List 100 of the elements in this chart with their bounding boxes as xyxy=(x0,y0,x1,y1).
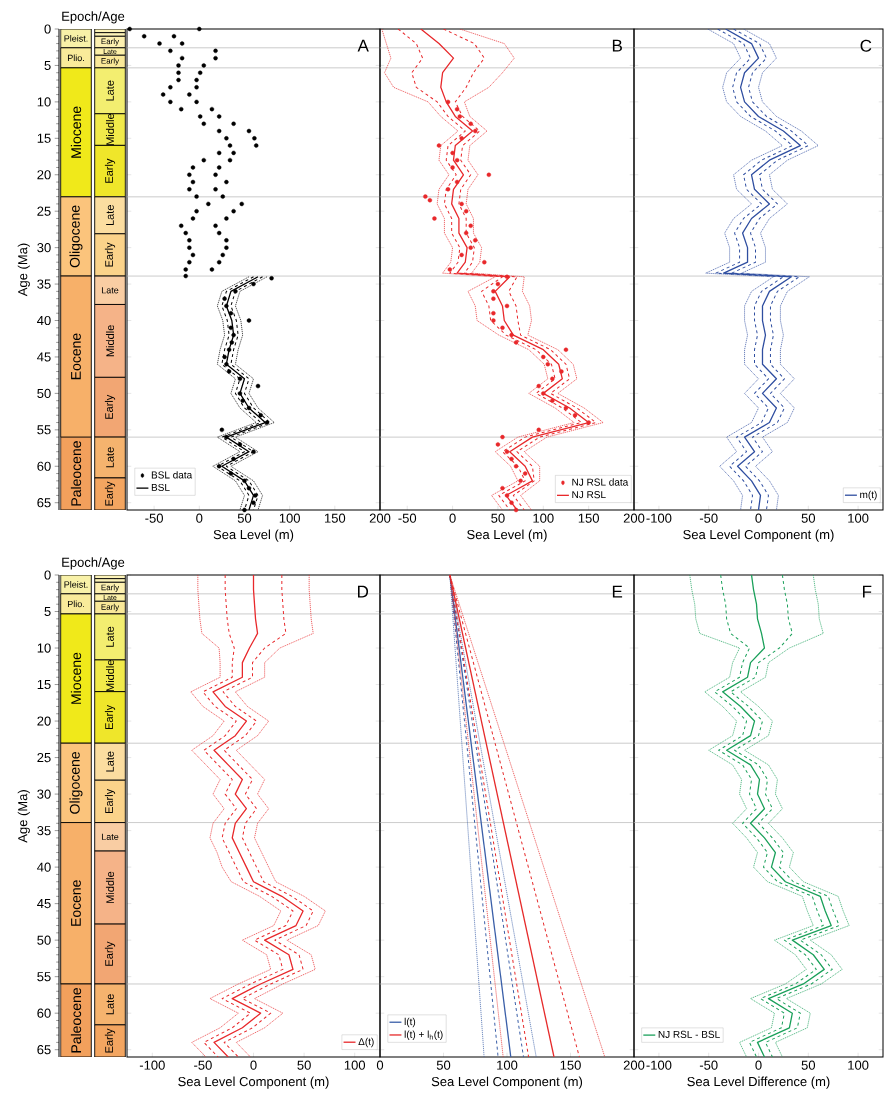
series-label: Late xyxy=(106,994,114,1015)
y-tick-label: 30 xyxy=(37,243,51,253)
y-tick-label: 60 xyxy=(37,1008,51,1018)
x-tick-label: 150 xyxy=(324,513,346,523)
series-label: Late xyxy=(106,205,114,226)
series-label: Miocene xyxy=(70,652,82,704)
x-tick-label: 200 xyxy=(623,513,645,523)
y-tick-label: 55 xyxy=(37,425,51,435)
x-axis-title: Sea Level Component (m) xyxy=(431,1076,583,1089)
series-label: Miocene xyxy=(70,106,82,158)
annotation: F xyxy=(863,585,872,598)
x-tick-label: 200 xyxy=(369,513,391,523)
series-label: Eocene xyxy=(71,880,81,926)
annotation: D xyxy=(358,585,369,598)
x-tick-label: 100 xyxy=(533,513,554,523)
legend-label: l(t) + l$_{h}$(t) xyxy=(404,1030,443,1040)
annotation: A xyxy=(357,39,369,52)
series-label: Late xyxy=(106,80,114,101)
legend-label: BSL data xyxy=(151,471,193,479)
x-tick-label: 100 xyxy=(279,513,300,523)
y-tick-label: 25 xyxy=(37,206,51,216)
series-label: Early xyxy=(101,38,120,46)
x-tick-label: 0 xyxy=(755,1060,762,1070)
series-label: Oligocene xyxy=(69,751,83,814)
series-label: Late xyxy=(106,447,114,468)
x-tick-label: -50 xyxy=(145,513,163,523)
legend-label: NJ RSL data xyxy=(572,478,629,486)
series-label: Late xyxy=(106,626,114,647)
series-label: Middle xyxy=(105,660,115,692)
series-label: Paleocene xyxy=(70,441,82,506)
series-label: Early xyxy=(104,788,116,814)
x-tick-label: -50 xyxy=(398,513,417,523)
legend-label: NJ RSL xyxy=(572,491,606,499)
annotation: E xyxy=(612,585,623,598)
series-label: Paleocene xyxy=(70,988,82,1053)
x-tick-label: -50 xyxy=(699,1060,718,1070)
y-tick-label: 15 xyxy=(37,680,51,690)
series-label: Late xyxy=(106,751,114,772)
series-label: Middle xyxy=(105,871,115,903)
x-tick-label: -50 xyxy=(194,1060,212,1070)
y-tick-label: 10 xyxy=(37,643,51,653)
x-tick-label: 100 xyxy=(848,513,869,523)
series-label: Early xyxy=(104,1028,116,1053)
x-tick-label: -100 xyxy=(646,1060,672,1070)
x-tick-label: 50 xyxy=(801,1060,816,1070)
y-tick-label: 50 xyxy=(37,935,51,945)
chart-title: Epoch/Age xyxy=(62,557,125,570)
x-axis-title: Sea Level (m) xyxy=(213,529,294,542)
y-tick-label: 5 xyxy=(44,606,51,617)
y-tick-label: 35 xyxy=(37,279,51,289)
series-label: Early xyxy=(101,584,120,592)
y-axis-title: Age (Ma) xyxy=(17,243,30,297)
series-label: Plio. xyxy=(67,54,84,62)
legend-label: l(t) xyxy=(404,1017,416,1028)
y-tick-label: 0 xyxy=(44,570,51,580)
y-tick-label: 45 xyxy=(37,352,51,362)
legend-label: Δ(t) xyxy=(358,1037,374,1048)
annotation: C xyxy=(860,39,872,52)
x-tick-label: 100 xyxy=(848,1060,869,1070)
y-tick-label: 5 xyxy=(44,60,51,70)
legend-label: m(t) xyxy=(860,490,877,501)
x-axis-title: Sea Level Difference (m) xyxy=(687,1076,830,1089)
series-label: Early xyxy=(104,158,116,183)
x-tick-label: 50 xyxy=(436,1060,451,1070)
x-tick-label: -50 xyxy=(699,513,718,523)
x-tick-label: 50 xyxy=(237,513,252,523)
y-tick-label: 40 xyxy=(37,315,51,326)
y-tick-label: 20 xyxy=(37,170,51,180)
series-label: Early xyxy=(101,603,120,612)
y-tick-label: 0 xyxy=(44,24,51,34)
series-label: Middle xyxy=(105,113,115,145)
chart-title: Epoch/Age xyxy=(62,11,125,24)
x-tick-label: 0 xyxy=(449,513,456,523)
y-tick-label: 20 xyxy=(37,716,51,726)
y-tick-label: 10 xyxy=(37,97,51,107)
series-label: Early xyxy=(104,941,116,966)
x-tick-label: 100 xyxy=(344,1060,366,1070)
series-label: Plio. xyxy=(67,600,84,608)
x-tick-label: -100 xyxy=(646,513,672,523)
x-tick-label: 0 xyxy=(755,513,762,523)
y-tick-label: 35 xyxy=(37,826,51,836)
y-tick-label: 15 xyxy=(37,133,51,143)
x-tick-label: -100 xyxy=(139,1060,165,1070)
series-label: Early xyxy=(104,704,116,730)
y-tick-label: 30 xyxy=(37,789,51,799)
x-tick-label: 100 xyxy=(497,1060,518,1070)
x-axis-title: Sea Level Component (m) xyxy=(683,529,834,542)
x-tick-label: 200 xyxy=(623,1060,645,1070)
series-label: Late xyxy=(101,833,119,840)
x-tick-label: 50 xyxy=(491,513,505,523)
legend-label: NJ RSL - BSL xyxy=(658,1030,720,1038)
series-label: Late xyxy=(101,287,119,294)
x-axis-title: Sea Level Component (m) xyxy=(178,1076,329,1089)
series-label: Pleist. xyxy=(64,35,88,42)
x-tick-label: 150 xyxy=(560,1060,581,1070)
y-tick-label: 65 xyxy=(37,1045,51,1055)
y-axis-title: Age (Ma) xyxy=(17,790,30,843)
x-axis-title: Sea Level (m) xyxy=(467,529,547,542)
legend-label: BSL xyxy=(151,483,170,491)
annotation: B xyxy=(612,39,622,52)
